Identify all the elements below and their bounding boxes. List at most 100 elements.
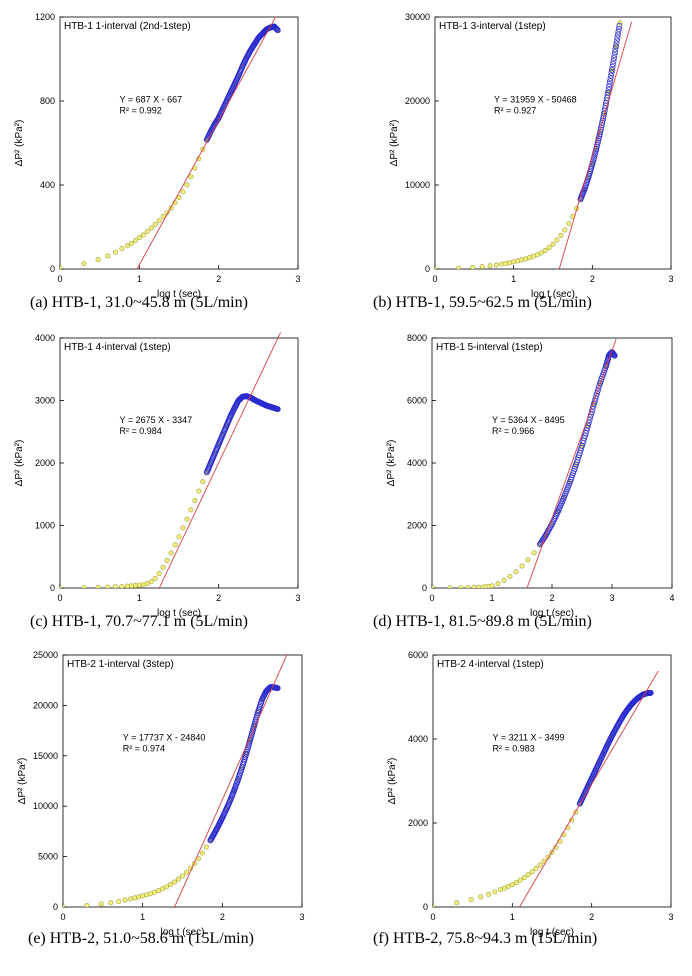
- data-point: [128, 240, 134, 246]
- data-point: [140, 893, 146, 899]
- x-axis-label: log t (sec): [157, 289, 201, 300]
- data-point: [519, 563, 525, 569]
- x-tick-label: 3: [668, 274, 673, 284]
- data-point: [188, 507, 194, 513]
- x-tick-label: 4: [669, 593, 674, 603]
- fit-line: [158, 332, 281, 588]
- data-point: [525, 557, 531, 563]
- data-point: [156, 571, 162, 577]
- y-tick-label: 1000: [35, 521, 55, 531]
- data-point: [105, 253, 111, 259]
- data-point: [144, 581, 150, 587]
- panel-caption: (c) HTB-1, 70.7~77.1 m (5L/min): [30, 613, 248, 630]
- data-point: [63, 904, 66, 907]
- fit-r-squared: R² = 0.966: [492, 426, 534, 436]
- data-point-dense: [599, 117, 606, 124]
- y-tick-label: 6000: [408, 650, 428, 660]
- fit-line: [526, 338, 617, 588]
- data-point-dense: [607, 75, 614, 82]
- y-tick-label: 15000: [33, 751, 58, 761]
- data-point: [160, 214, 166, 220]
- data-point-dense: [608, 69, 615, 76]
- panel-caption: (f) HTB-2, 75.8~94.3 m (15L/min): [373, 930, 598, 947]
- data-point: [176, 195, 182, 201]
- x-axis-label: log t (sec): [530, 608, 574, 619]
- data-point: [503, 260, 509, 266]
- y-tick-label: 20000: [405, 96, 430, 106]
- data-point-dense: [606, 83, 613, 90]
- data-point: [562, 227, 568, 233]
- plot-frame: [431, 337, 673, 589]
- fit-r-squared: R² = 0.927: [494, 106, 536, 116]
- data-point-dense: [605, 86, 612, 93]
- data-point: [184, 516, 190, 522]
- data-point-dense: [610, 61, 616, 67]
- data-series: [435, 20, 623, 269]
- data-series: [432, 349, 618, 588]
- data-point-dense: [612, 43, 619, 50]
- x-tick-label: 0: [57, 274, 62, 284]
- y-tick-label: 0: [425, 264, 430, 274]
- data-point-dense: [611, 352, 618, 359]
- y-axis-label: ΔP² (kPa²): [387, 758, 398, 805]
- data-point: [432, 585, 435, 588]
- data-series: [63, 684, 281, 907]
- data-point: [513, 880, 519, 886]
- data-point-dense: [607, 78, 613, 85]
- fit-equation: Y = 5364 X - 8495: [492, 415, 565, 425]
- fit-equation: Y = 687 X - 667: [120, 95, 183, 105]
- data-point: [136, 894, 142, 900]
- y-tick-label: 3000: [35, 396, 55, 406]
- data-point: [160, 886, 166, 892]
- data-point: [164, 557, 170, 563]
- chart-title: HTB-1 5-interval (1step): [436, 342, 543, 353]
- x-tick-label: 3: [668, 912, 673, 922]
- data-point: [132, 895, 138, 901]
- data-point: [558, 232, 564, 238]
- fit-r-squared: R² = 0.984: [120, 426, 162, 436]
- data-point: [566, 221, 572, 227]
- data-point: [533, 865, 539, 871]
- plot-frame: [432, 654, 672, 908]
- y-tick-label: 5000: [38, 852, 58, 862]
- data-point: [188, 174, 194, 180]
- data-point: [176, 534, 182, 540]
- data-point: [456, 265, 462, 269]
- y-tick-label: 30000: [405, 12, 430, 22]
- data-point: [95, 257, 101, 263]
- fit-line: [136, 16, 277, 269]
- data-point: [98, 901, 104, 907]
- x-tick-label: 2: [549, 593, 554, 603]
- data-point-dense: [616, 22, 623, 29]
- y-axis-label: ΔP² (kPa²): [17, 758, 28, 805]
- data-point: [199, 850, 205, 856]
- data-point: [184, 182, 190, 188]
- y-axis-label: ΔP² (kPa²): [14, 440, 25, 487]
- data-point-dense: [615, 25, 622, 32]
- fit-r-squared: R² = 0.992: [120, 106, 162, 116]
- data-point: [521, 875, 527, 881]
- data-point: [84, 902, 90, 907]
- data-point-dense: [606, 81, 613, 88]
- data-point: [152, 221, 158, 227]
- data-point: [164, 884, 170, 890]
- data-point: [136, 235, 142, 241]
- data-point: [152, 576, 158, 582]
- data-point-dense: [612, 46, 619, 53]
- data-point: [172, 879, 178, 885]
- data-point: [119, 246, 125, 252]
- data-point: [140, 232, 146, 238]
- x-tick-label: 1: [489, 593, 494, 603]
- x-tick-label: 0: [60, 912, 65, 922]
- data-point: [479, 264, 485, 269]
- data-point-dense: [588, 411, 594, 418]
- chart-panel-6: 0 1 2 3 0 2000 4000 6000 log t (sec) ΔP² (kPa²) HT…: [387, 650, 674, 938]
- data-point: [60, 265, 63, 269]
- panel-caption: (a) HTB-1, 31.0~45.8 m (5L/min): [30, 294, 248, 311]
- y-tick-label: 20000: [33, 700, 58, 710]
- fit-line: [174, 654, 288, 907]
- fit-r-squared: R² = 0.974: [123, 744, 165, 754]
- y-axis-label: ΔP² (kPa²): [389, 120, 400, 167]
- y-tick-label: 10000: [405, 180, 430, 190]
